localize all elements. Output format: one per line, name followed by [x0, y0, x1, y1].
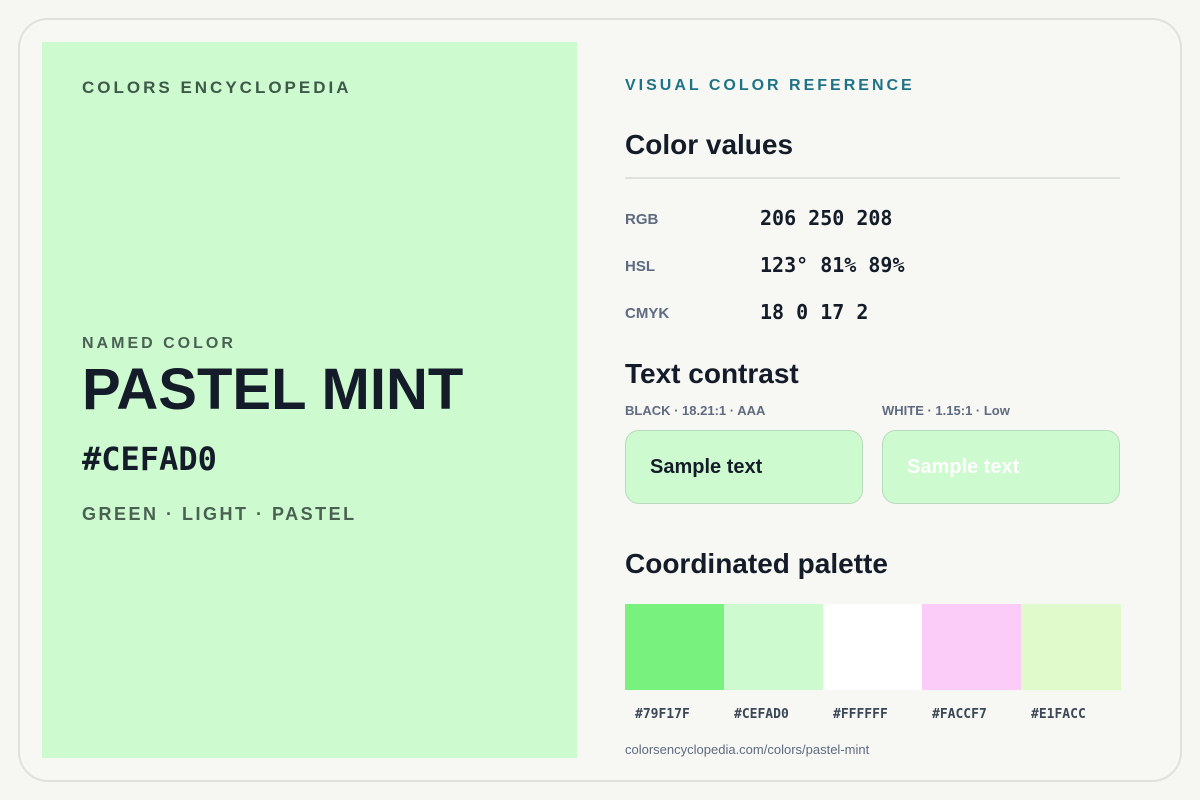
white-sample-box: Sample text — [882, 430, 1120, 504]
palette-chip[interactable] — [922, 604, 1021, 690]
hsl-label: HSL — [625, 258, 655, 275]
palette-chip-label: #CEFAD0 — [734, 707, 789, 722]
section-eyebrow: VISUAL COLOR REFERENCE — [625, 77, 915, 94]
color-swatch-panel — [42, 42, 577, 758]
palette-chip[interactable] — [625, 604, 724, 690]
white-contrast-caption: WHITE · 1.15:1 · Low — [882, 403, 1010, 418]
color-name: PASTEL MINT — [82, 357, 464, 422]
divider — [625, 177, 1120, 179]
rgb-value: 206 250 208 — [760, 206, 893, 230]
color-values-heading: Color values — [625, 129, 794, 160]
text-contrast-heading: Text contrast — [625, 358, 799, 389]
palette-chip[interactable] — [1021, 604, 1121, 690]
black-sample-text: Sample text — [650, 455, 763, 478]
source-url-link[interactable]: colorsencyclopedia.com/colors/pastel-min… — [625, 742, 870, 757]
rgb-label: RGB — [625, 211, 659, 228]
black-contrast-caption: BLACK · 18.21:1 · AAA — [625, 403, 766, 418]
palette-chip-label: #E1FACC — [1031, 707, 1086, 722]
palette-swatches — [625, 604, 1121, 690]
cmyk-value: 18 0 17 2 — [760, 300, 869, 324]
palette-chip-label: #FACCF7 — [932, 707, 987, 722]
palette-chip[interactable] — [823, 604, 922, 690]
palette-chip-label: #79F17F — [635, 707, 690, 722]
white-sample-text: Sample text — [907, 455, 1020, 478]
color-hex-code: #CEFAD0 — [82, 440, 217, 478]
cmyk-label: CMYK — [625, 305, 670, 322]
palette-chip-label: #FFFFFF — [833, 707, 888, 722]
black-sample-box: Sample text — [625, 430, 863, 504]
palette-heading: Coordinated palette — [625, 548, 888, 579]
hsl-value: 123° 81% 89% — [760, 253, 905, 277]
named-color-label: NAMED COLOR — [82, 335, 236, 352]
palette-labels: #79F17F #CEFAD0 #FFFFFF #FACCF7 #E1FACC — [625, 707, 1121, 722]
color-tags: GREEN · LIGHT · PASTEL — [82, 504, 357, 524]
palette-chip[interactable] — [724, 604, 823, 690]
brand-title: COLORS ENCYCLOPEDIA — [82, 78, 352, 97]
